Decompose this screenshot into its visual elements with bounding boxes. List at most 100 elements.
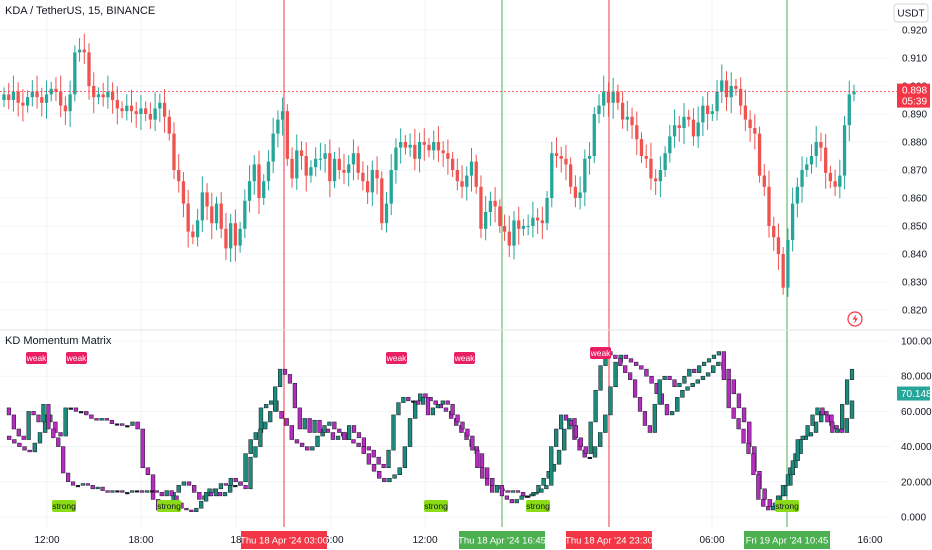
k-line-bar — [65, 472, 71, 483]
time-marker-label: Thu 18 Apr '24 03:00 — [240, 536, 328, 547]
currency-button[interactable]: USDT — [893, 3, 929, 23]
price-tick-label: 0.840 — [902, 250, 927, 261]
candle-body — [210, 206, 214, 224]
d-line-bar — [479, 453, 485, 468]
d-line-bar — [644, 368, 649, 377]
d-line-bar — [109, 419, 115, 424]
k-line-bar — [667, 375, 672, 380]
candle-body — [191, 231, 195, 238]
candle-body — [436, 142, 441, 151]
candle-body — [498, 206, 502, 226]
candle-body — [488, 200, 493, 212]
d-line-bar — [695, 379, 700, 384]
k-line-bar — [164, 490, 169, 497]
d-line-bar — [633, 361, 639, 366]
k-line-bar — [514, 499, 519, 504]
d-line-bar — [58, 432, 63, 437]
lightning-icon[interactable] — [847, 311, 863, 327]
indicator-axis[interactable]: 100.000 80.000 60.000 40.000 20.000 0.000 — [901, 337, 932, 524]
price-axis[interactable]: 0.9200.9100.9000.8900.8800.8700.8600.850… — [902, 26, 927, 317]
candle-body — [35, 91, 39, 98]
candle-body — [177, 170, 181, 182]
k-line-bar — [524, 495, 529, 498]
k-line-bar — [721, 351, 726, 380]
candle-body — [847, 94, 851, 126]
candle-body — [115, 100, 119, 109]
time-tick-label: 12:00 — [412, 535, 437, 546]
candle-body — [2, 94, 6, 100]
indicator-tick-label: 80.000 — [901, 372, 932, 383]
k-line-bar — [273, 386, 278, 412]
candle-body — [82, 49, 86, 53]
candle-body — [337, 158, 341, 170]
k-line-bar — [815, 407, 820, 416]
time-tick-label: 12:00 — [34, 535, 59, 546]
d-line-bar — [310, 446, 315, 451]
d-line-bar — [73, 407, 79, 412]
weak-badge-bg — [66, 352, 87, 364]
d-line-bar — [68, 407, 73, 410]
k-line-bar — [347, 425, 352, 440]
d-line-bar — [556, 449, 562, 465]
d-line-bar — [253, 432, 259, 440]
d-line-bar — [700, 375, 706, 380]
d-line-bar — [613, 361, 618, 388]
d-line-bar — [186, 481, 192, 486]
k-line-bar — [381, 463, 386, 468]
candle-body — [394, 147, 398, 170]
d-line-bar — [289, 425, 294, 440]
k-line-bar — [840, 404, 845, 430]
k-line-bar — [56, 437, 61, 447]
candle-body — [602, 91, 606, 106]
candle-body — [446, 153, 450, 159]
d-line-bar — [114, 423, 120, 426]
d-line-bar — [705, 372, 711, 377]
d-line-bar — [675, 397, 680, 412]
candle-body — [479, 186, 483, 229]
d-line-bar — [84, 411, 89, 416]
k-line-bar — [36, 414, 41, 423]
candle-body — [644, 156, 648, 159]
candle-body — [384, 203, 389, 224]
d-line-bar — [844, 418, 850, 433]
d-line-bar — [387, 478, 392, 483]
indicator-tick-label: 40.000 — [901, 442, 932, 453]
candle-body — [517, 220, 521, 229]
bar-countdown: 05:39 — [902, 97, 927, 108]
d-line-bar — [762, 488, 767, 500]
candle-body — [450, 158, 455, 170]
candle-body — [125, 105, 129, 112]
candle-body — [68, 94, 72, 112]
candle-body — [77, 49, 82, 53]
d-line-bar — [99, 418, 104, 421]
k-line-bar — [120, 490, 125, 493]
candle-body — [687, 116, 691, 120]
k-line-bar — [21, 435, 26, 440]
candle-body — [620, 102, 625, 120]
d-line-bar — [562, 428, 567, 451]
k-line-bar — [795, 439, 800, 461]
d-line-bar — [839, 428, 844, 433]
candle-body — [328, 153, 332, 182]
strong-badge-label: strong — [526, 501, 550, 511]
candle-body — [148, 114, 153, 120]
indicator-last-value: 70.148 — [901, 389, 932, 400]
d-line-bar — [217, 492, 223, 497]
d-line-bar — [17, 442, 22, 447]
candle-body — [417, 142, 422, 159]
time-tick-label: 16:00 — [857, 535, 882, 546]
weak-badge-label: weak — [386, 353, 408, 363]
candle-body — [399, 142, 403, 148]
d-line-bar — [407, 418, 413, 447]
candle-body — [677, 125, 681, 128]
candle-body — [578, 192, 582, 198]
time-axis[interactable]: 12:00 18:00 18 06:00 12:00 06:00 16:00 — [34, 535, 882, 546]
candle-body — [219, 203, 223, 229]
d-line-bar — [22, 446, 27, 451]
candle-body — [153, 108, 157, 120]
k-line-bar — [509, 499, 514, 504]
k-line-bar — [701, 361, 707, 366]
d-line-bar — [664, 404, 670, 416]
d-line-bar — [356, 442, 361, 447]
k-line-bar — [716, 351, 721, 356]
